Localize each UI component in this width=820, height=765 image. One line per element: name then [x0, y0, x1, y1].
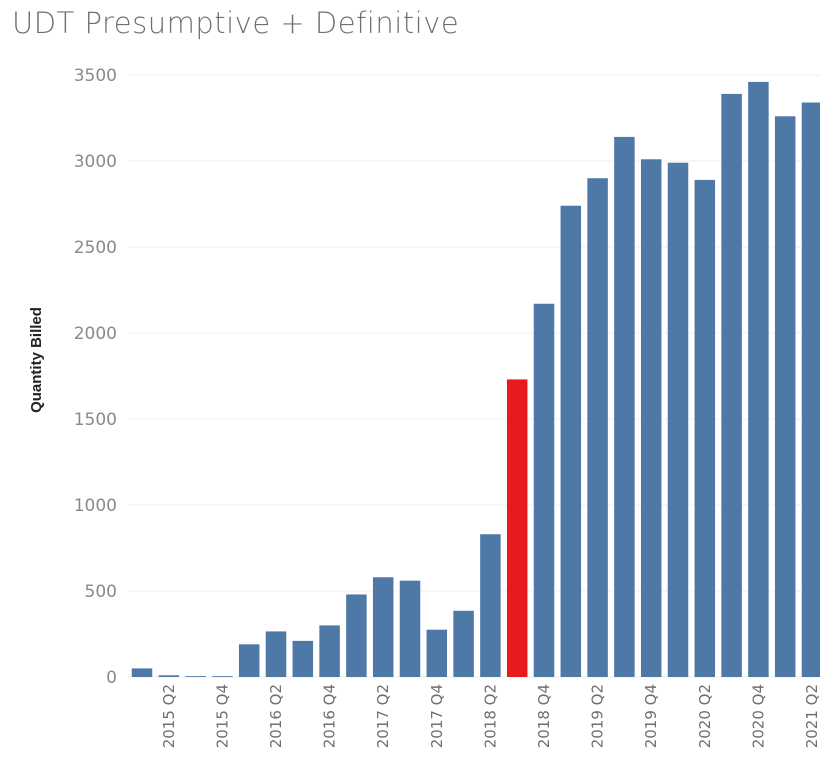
bar — [292, 640, 314, 677]
y-tick-label: 500 — [85, 582, 117, 602]
x-tick-label: 2017 Q2 — [374, 684, 392, 748]
x-tick-label: 2018 Q4 — [535, 684, 553, 748]
bar — [158, 675, 180, 677]
bar — [238, 644, 260, 677]
bar — [694, 179, 716, 678]
y-tick-label: 1500 — [74, 410, 117, 430]
x-tick-label: 2015 Q4 — [213, 684, 231, 748]
bar — [640, 159, 662, 677]
bar — [212, 676, 233, 677]
bar — [453, 610, 474, 677]
x-tick-label: 2020 Q2 — [696, 684, 714, 748]
bar — [426, 629, 448, 677]
bar — [372, 577, 394, 677]
y-tick-label: 0 — [106, 668, 117, 688]
y-tick-label: 3000 — [74, 152, 117, 172]
x-tick-label: 2016 Q4 — [321, 684, 339, 748]
y-tick-label: 2000 — [74, 324, 117, 344]
bar — [131, 668, 153, 677]
x-tick-label: 2019 Q4 — [642, 684, 660, 748]
x-tick-label: 2018 Q2 — [481, 684, 499, 748]
x-tick-label: 2021 Q2 — [803, 684, 820, 748]
y-axis-label: Quantity Billed — [28, 307, 45, 413]
x-tick-label: 2015 Q2 — [160, 684, 178, 748]
bar — [346, 594, 367, 677]
bar — [614, 136, 635, 678]
bar — [721, 93, 742, 678]
bar — [667, 162, 689, 678]
y-tick-label: 1000 — [74, 496, 117, 516]
x-axis-ticks: 2015 Q2 2015 Q4 2016 Q2 2016 Q4 2017 Q2 2017 … — [160, 684, 820, 748]
bar-highlighted — [506, 379, 528, 677]
x-tick-label: 2020 Q4 — [749, 684, 767, 748]
x-tick-label: 2017 Q4 — [428, 684, 446, 748]
bars — [131, 81, 820, 678]
x-tick-label: 2016 Q2 — [267, 684, 285, 748]
bar — [560, 205, 582, 677]
x-tick-label: 2019 Q2 — [589, 684, 607, 748]
bar — [480, 534, 501, 677]
bar — [265, 631, 287, 677]
bar — [748, 81, 769, 677]
gridlines — [128, 74, 820, 678]
y-axis-ticks: 0 500 1000 1500 2000 2500 3000 3500 — [74, 66, 117, 688]
bar — [533, 303, 555, 677]
bar — [801, 102, 820, 677]
bar — [399, 580, 421, 677]
bar — [185, 676, 206, 677]
chart-title: UDT Presumptive + Definitive — [12, 6, 460, 40]
bar — [587, 178, 608, 677]
bar — [774, 116, 796, 677]
y-tick-label: 2500 — [74, 238, 117, 258]
y-tick-label: 3500 — [74, 66, 117, 86]
bar — [319, 625, 340, 677]
